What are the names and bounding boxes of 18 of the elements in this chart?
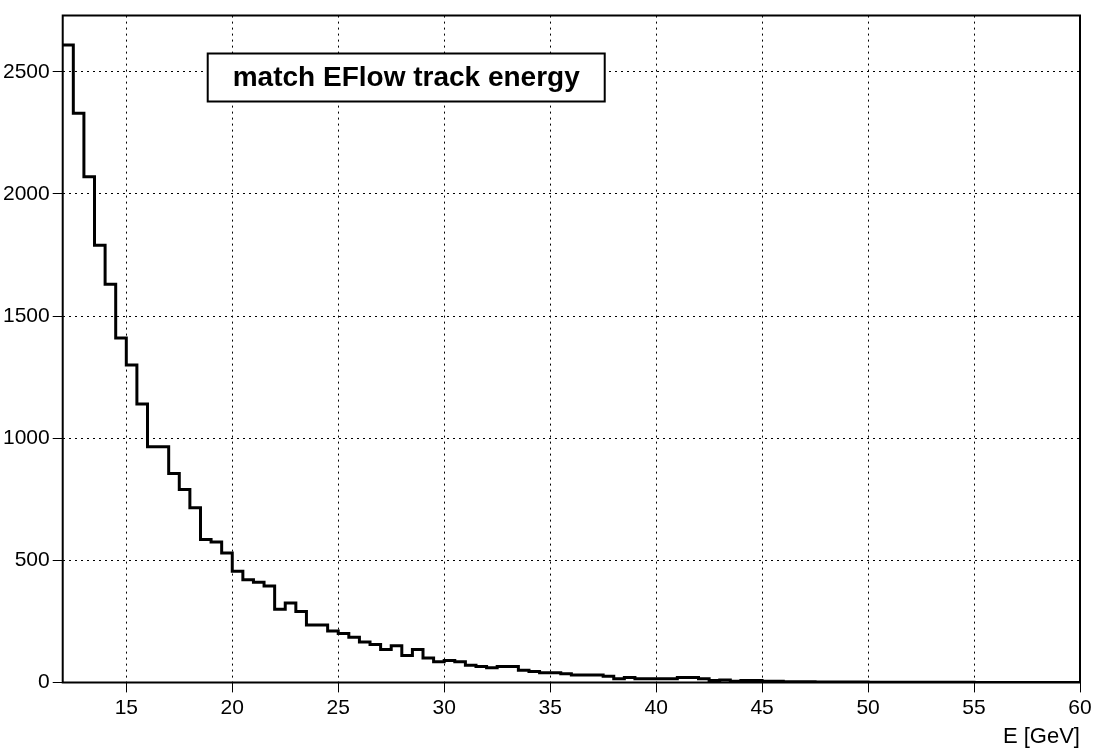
y-tick-label: 500 <box>14 547 50 571</box>
text: match EFlow track energy <box>232 61 581 93</box>
x-axis-title: E [GeV] <box>1002 722 1080 748</box>
x-tick-label: 30 <box>432 694 456 718</box>
y-tick-label: 1500 <box>3 302 50 326</box>
x-tick-label: 15 <box>114 694 138 718</box>
x-tick-label: 20 <box>220 694 244 718</box>
x-tick-label: 35 <box>538 694 562 718</box>
x-tick-label: 55 <box>962 694 986 718</box>
x-tick-label: 50 <box>856 694 880 718</box>
x-tick-label: 45 <box>750 694 774 718</box>
y-tick-label: 2500 <box>3 58 50 82</box>
y-tick-label: 2000 <box>3 180 50 204</box>
x-tick-label: 25 <box>326 694 350 718</box>
x-tick-label: 60 <box>1068 694 1092 718</box>
x-tick-label: 40 <box>644 694 668 718</box>
y-tick-label: 1000 <box>3 424 50 448</box>
y-tick-label: 0 <box>38 669 50 693</box>
